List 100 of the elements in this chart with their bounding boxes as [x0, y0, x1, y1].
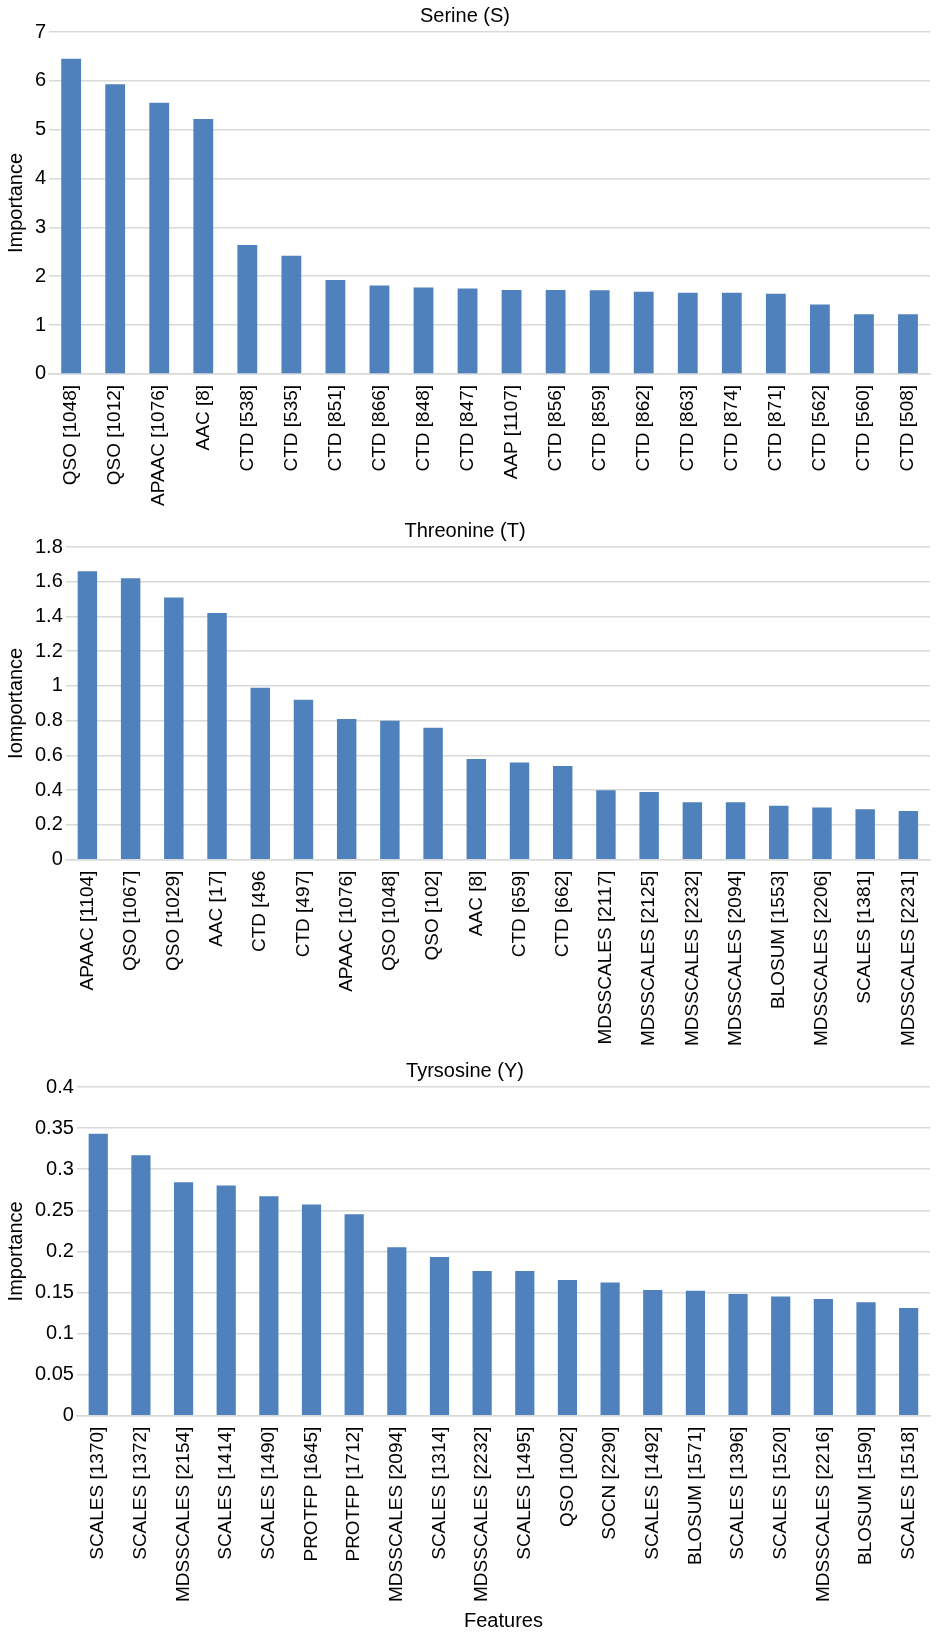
bar — [387, 1247, 407, 1415]
bar — [725, 802, 746, 859]
x-tick-label: MDSSCALES [2231] — [896, 870, 918, 1047]
x-tick-label: SCALES [1396] — [726, 1426, 748, 1560]
chart-title: Serine (S) — [419, 3, 511, 26]
bar — [429, 1257, 450, 1415]
bar — [457, 288, 478, 374]
x-tick-label: SCALES [1520] — [768, 1426, 790, 1560]
bar — [216, 1185, 236, 1415]
bar — [515, 1271, 535, 1415]
bar — [250, 687, 270, 859]
x-tick-label: SCALES [1314] — [427, 1426, 449, 1560]
y-tick-label: 7 — [35, 19, 47, 42]
x-tick-label: PROTFP [1712] — [342, 1426, 364, 1562]
x-tick-label: QSO [102] — [421, 870, 443, 961]
bar — [589, 290, 610, 374]
x-tick-label: SCALES [1495] — [513, 1426, 535, 1560]
bar — [769, 805, 789, 859]
bar — [237, 244, 258, 374]
bar — [596, 790, 616, 859]
x-tick-label: QSO [1048] — [59, 384, 81, 486]
bar — [643, 1289, 663, 1415]
bar — [413, 287, 434, 374]
bar — [552, 765, 573, 859]
x-tick-label: MDSSCALES [2216] — [811, 1426, 833, 1603]
y-tick-label: 0.15 — [34, 1279, 74, 1302]
bar — [809, 304, 830, 374]
bar — [164, 597, 184, 859]
x-tick-label: CTD [859] — [587, 384, 609, 472]
bar — [813, 1299, 833, 1415]
y-tick-label: 2 — [35, 263, 47, 286]
bar — [336, 718, 357, 859]
x-tick-label: CTD [863] — [675, 384, 697, 472]
x-tick-label: QSO [1029] — [162, 870, 184, 972]
y-tick-label: 0.2 — [46, 1238, 74, 1261]
bar — [682, 802, 703, 859]
x-tick-label: BLOSUM [1553] — [767, 870, 788, 1010]
bar — [423, 727, 443, 859]
y-tick-label: 0.35 — [34, 1115, 74, 1138]
x-tick-label: CTD [862] — [631, 384, 653, 472]
bar — [812, 807, 832, 859]
x-tick-label: MDSSCALES [2206] — [810, 870, 832, 1047]
x-tick-label: MDSSCALES [2117] — [594, 870, 616, 1045]
x-tick-label: CTD [851] — [323, 384, 345, 472]
y-tick-label: 1.6 — [34, 569, 63, 592]
y-tick-label: 0.4 — [34, 777, 63, 800]
x-tick-label: SCALES [1381] — [853, 870, 875, 1004]
y-tick-label: 3 — [35, 214, 47, 237]
y-tick-label: 0.25 — [34, 1197, 74, 1220]
bar — [685, 1290, 705, 1415]
x-tick-label: CTD [847] — [455, 384, 477, 472]
bar — [344, 1214, 364, 1415]
bar — [633, 291, 654, 374]
bar — [557, 1280, 578, 1415]
x-tick-label: BLOSUM [1590] — [854, 1426, 876, 1566]
bar — [131, 1155, 151, 1415]
x-tick-label: QSO [1002] — [555, 1426, 577, 1528]
bar — [207, 613, 227, 859]
chart-title: Threonine (T) — [404, 518, 526, 541]
bar — [259, 1196, 279, 1415]
bar — [677, 292, 698, 374]
x-tick-label: CTD [848] — [411, 384, 433, 472]
x-tick-label: CTD [508] — [896, 384, 918, 472]
bar — [380, 720, 400, 859]
x-tick-label: MDSSCALES [2232] — [680, 870, 702, 1047]
bar — [855, 809, 875, 859]
x-tick-label: SCALES [1490] — [257, 1426, 279, 1560]
x-tick-label: CTD [535] — [279, 384, 301, 472]
bar — [325, 280, 346, 374]
bar — [545, 289, 566, 374]
y-tick-label: 1 — [35, 312, 47, 335]
bar — [765, 293, 786, 374]
bar — [771, 1296, 791, 1415]
x-axis-title: Features — [463, 1608, 543, 1631]
y-tick-label: 0 — [35, 361, 47, 384]
bar — [61, 58, 82, 374]
y-tick-label: 0.4 — [46, 1074, 74, 1097]
x-tick-label: SCALES [1372] — [129, 1426, 151, 1560]
y-tick-label: 4 — [35, 166, 47, 189]
bar — [898, 314, 918, 374]
bar — [293, 699, 314, 859]
bar — [899, 1308, 919, 1415]
x-tick-label: MDSSCALES [2154] — [171, 1426, 193, 1603]
bar — [721, 292, 742, 374]
y-tick-label: 6 — [35, 68, 47, 91]
x-tick-label: CTD [662] — [550, 870, 572, 958]
x-tick-label: APAAC [1076] — [334, 870, 356, 992]
bar — [854, 314, 874, 374]
y-axis-title: Importance — [3, 152, 26, 253]
x-tick-label: CTD [874] — [720, 384, 742, 472]
x-tick-label: QSO [1048] — [378, 870, 400, 972]
x-tick-label: CTD [560] — [852, 384, 874, 472]
x-tick-label: MDSSCALES [2094] — [723, 870, 745, 1047]
x-tick-label: CTD [659] — [507, 870, 529, 958]
x-tick-label: SCALES [1370] — [86, 1426, 108, 1560]
x-tick-label: APAAC [1104] — [75, 870, 97, 991]
x-tick-label: MDSSCALES [2125] — [637, 870, 659, 1047]
x-tick-label: CTD [562] — [808, 384, 830, 472]
bar — [856, 1302, 876, 1415]
y-tick-label: 0 — [62, 1403, 74, 1426]
